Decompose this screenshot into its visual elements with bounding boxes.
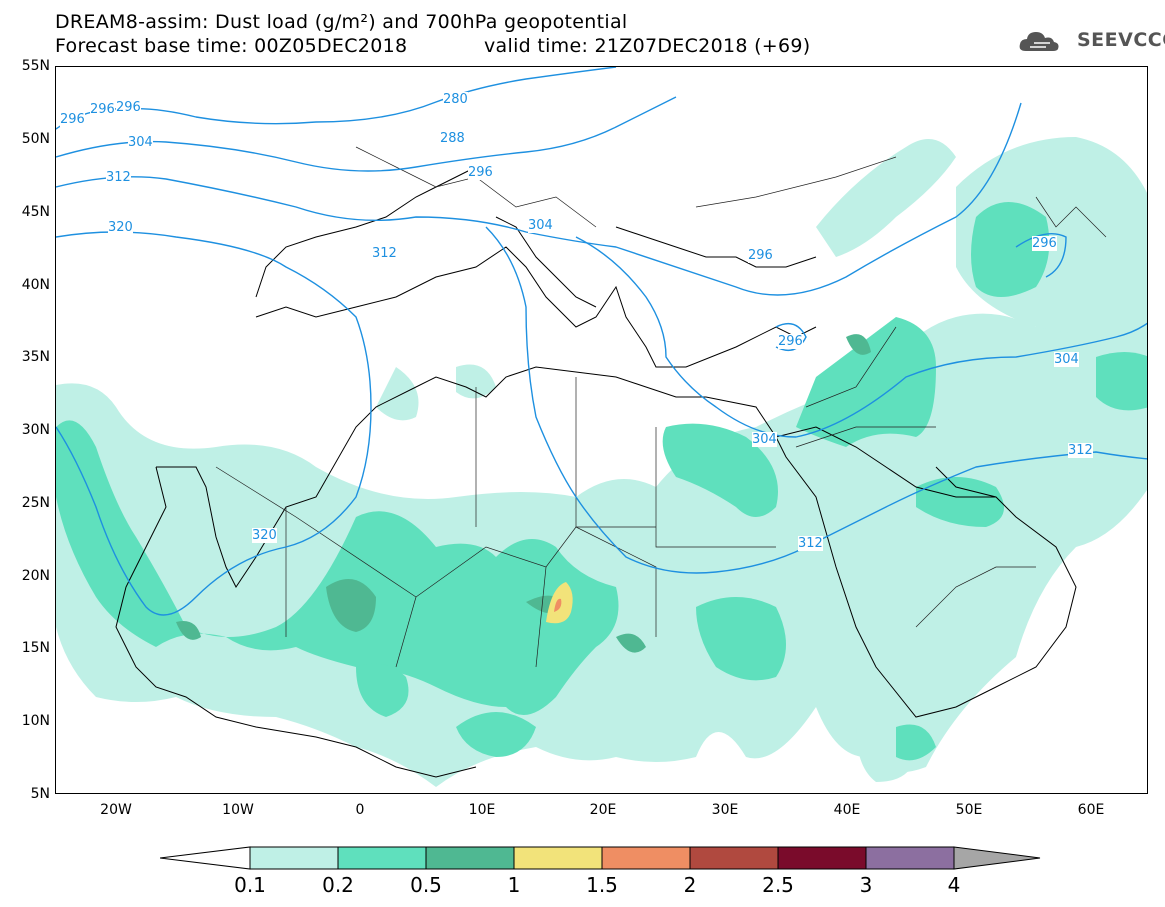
lat-label: 20N [21, 568, 50, 584]
lon-label: 10W [222, 802, 254, 818]
lat-label: 5N [30, 786, 50, 802]
cloud-icon [1019, 32, 1059, 51]
country-borders [215, 146, 1107, 668]
contour-label: 296 [748, 248, 773, 263]
contour-label: 304 [1054, 352, 1079, 367]
lat-label: 45N [21, 204, 50, 220]
lat-label: 50N [21, 131, 50, 147]
colorbar-segment [953, 846, 1041, 870]
lon-label: 20E [589, 802, 617, 818]
colorbar-segment [160, 846, 251, 870]
logo-text: SEEVCCC [1077, 29, 1165, 51]
colorbar-label: 4 [947, 873, 961, 897]
contour-label: 312 [1068, 443, 1093, 458]
contour-label: 312 [106, 170, 131, 185]
contour-label: 296 [116, 100, 141, 115]
contour-label: 320 [252, 528, 277, 543]
lat-label: 30N [21, 422, 50, 438]
colorbar-segment [601, 846, 691, 870]
colorbar-label: 0.1 [234, 873, 266, 897]
lon-label: 10E [468, 802, 496, 818]
colorbar-label: 2.5 [762, 873, 794, 897]
map-canvas [56, 67, 1147, 787]
dust-layer-medium [56, 202, 1147, 761]
colorbar-label: 1.5 [586, 873, 618, 897]
contour-label: 296 [468, 165, 493, 180]
colorbar-segment [777, 846, 867, 870]
contour-label: 304 [752, 432, 777, 447]
contour-label: 320 [108, 220, 133, 235]
lon-label: 0 [355, 802, 365, 818]
contour-label: 296 [90, 102, 115, 117]
colorbar-label: 2 [683, 873, 697, 897]
forecast-base-time: Forecast base time: 00Z05DEC2018 [55, 35, 408, 57]
contour-label: 296 [778, 334, 803, 349]
contour-label: 312 [372, 246, 397, 261]
map-title: DREAM8-assim: Dust load (g/m²) and 700hP… [55, 11, 628, 33]
contour-label: 304 [528, 218, 553, 233]
lat-label: 55N [21, 58, 50, 74]
colorbar-label: 0.5 [410, 873, 442, 897]
contour-label: 304 [128, 135, 153, 150]
dust-peak-2 [554, 598, 562, 612]
colorbar-label: 0.2 [322, 873, 354, 897]
lat-label: 10N [21, 713, 50, 729]
map-panel [55, 66, 1148, 794]
contour-label: 296 [60, 112, 85, 127]
contour-label: 312 [798, 536, 823, 551]
contour-label: 280 [443, 92, 468, 107]
colorbar-label: 1 [507, 873, 521, 897]
colorbar-label: 3 [859, 873, 873, 897]
colorbar-segment [425, 846, 515, 870]
lat-label: 40N [21, 277, 50, 293]
lat-label: 25N [21, 495, 50, 511]
colorbar-segment [689, 846, 779, 870]
geopotential-contours [56, 67, 1147, 616]
contour-label: 288 [440, 131, 465, 146]
lon-label: 20W [100, 802, 132, 818]
valid-time: valid time: 21Z07DEC2018 (+69) [484, 35, 811, 57]
colorbar-segment [337, 846, 427, 870]
colorbar-segment [249, 846, 339, 870]
lat-label: 15N [21, 640, 50, 656]
colorbar-segment [513, 846, 603, 870]
colorbar-segment [865, 846, 955, 870]
seevccc-logo [1018, 27, 1158, 55]
contour-label: 296 [1032, 236, 1057, 251]
colorbar [160, 846, 1041, 870]
lon-label: 60E [1077, 802, 1105, 818]
lon-label: 40E [833, 802, 861, 818]
lat-label: 35N [21, 349, 50, 365]
lon-label: 50E [955, 802, 983, 818]
lon-label: 30E [711, 802, 739, 818]
